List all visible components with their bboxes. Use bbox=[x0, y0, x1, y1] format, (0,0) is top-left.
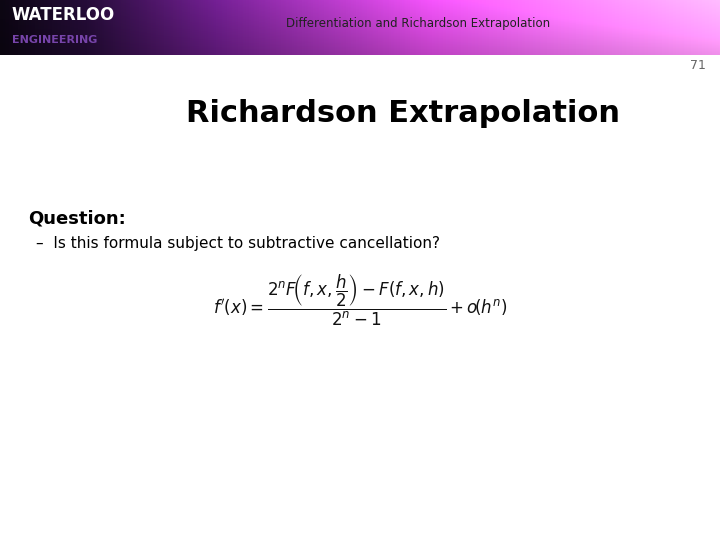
Text: 71: 71 bbox=[690, 59, 706, 72]
Text: Richardson Extrapolation: Richardson Extrapolation bbox=[186, 99, 620, 128]
Text: WATERLOO: WATERLOO bbox=[12, 6, 115, 24]
Text: $f'(x)=\dfrac{2^{n}F\!\left(f,x,\dfrac{h}{2}\right)-F(f,x,h)}{2^{n}-1}+o\!\left(: $f'(x)=\dfrac{2^{n}F\!\left(f,x,\dfrac{h… bbox=[212, 272, 508, 328]
Text: Question:: Question: bbox=[28, 210, 126, 228]
Text: ENGINEERING: ENGINEERING bbox=[12, 35, 97, 45]
Text: –  Is this formula subject to subtractive cancellation?: – Is this formula subject to subtractive… bbox=[36, 236, 440, 251]
Text: Differentiation and Richardson Extrapolation: Differentiation and Richardson Extrapola… bbox=[286, 17, 549, 30]
